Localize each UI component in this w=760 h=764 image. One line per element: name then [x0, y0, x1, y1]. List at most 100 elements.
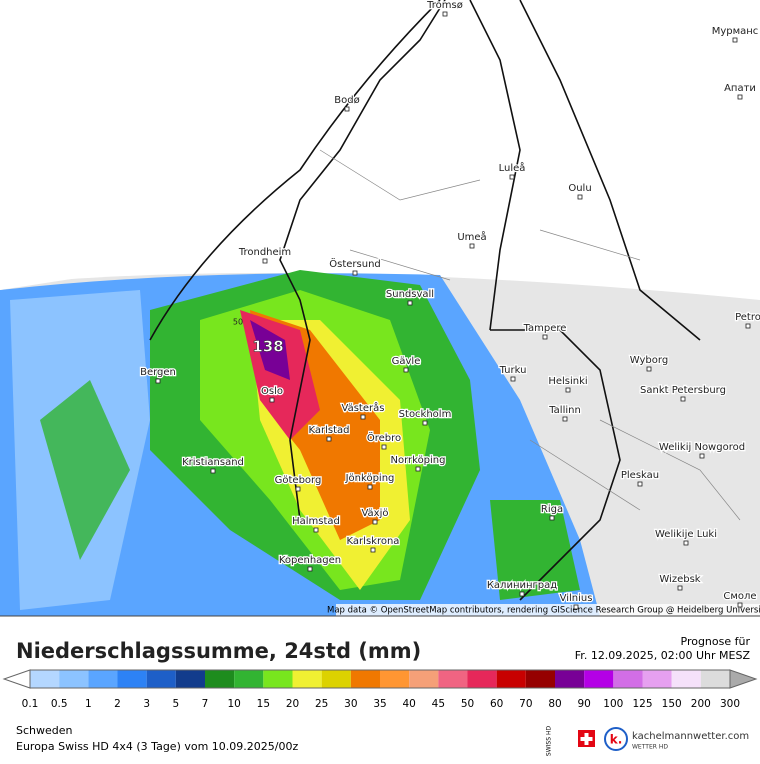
legend-label: 200 [691, 698, 711, 710]
legend-arrow-right [729, 669, 758, 689]
city-marker [677, 585, 683, 591]
city-label: Helsinki [548, 376, 587, 387]
city-marker [381, 444, 387, 450]
legend-label: 30 [344, 698, 357, 710]
legend-swatch [409, 670, 439, 688]
site: kachelmannwetter.com [632, 731, 749, 742]
city-label: Vilnius [560, 593, 593, 604]
legend-swatch [59, 670, 89, 688]
city-label: Gävle [392, 356, 421, 367]
legend-label: 70 [519, 698, 532, 710]
city-marker [367, 484, 373, 490]
city-marker [313, 527, 319, 533]
svg-text:k.: k. [610, 733, 623, 747]
legend-swatch [438, 670, 468, 688]
legend-swatch [205, 670, 235, 688]
city-label: Tallinn [548, 405, 581, 416]
prognose: Prognose für [681, 635, 751, 648]
legend-label: 7 [202, 698, 209, 710]
city-marker [683, 540, 689, 546]
city-marker [680, 396, 686, 402]
city-marker [637, 481, 643, 487]
city-label: Karlskrona [347, 536, 400, 547]
badge: SWISS HD [546, 726, 553, 757]
city-marker [210, 468, 216, 474]
city-marker [509, 174, 515, 180]
city-marker [577, 194, 583, 200]
city-marker [573, 604, 579, 610]
legend-label: 80 [548, 698, 561, 710]
legend-label: 45 [432, 698, 445, 710]
city-label: Oulu [568, 183, 591, 194]
city-marker [372, 519, 378, 525]
legend-label: 10 [227, 698, 240, 710]
legend-label: 3 [143, 698, 150, 710]
city-label: Калининград [487, 580, 557, 591]
city-label: Petro [735, 312, 760, 323]
region: Schweden [16, 724, 73, 737]
city-label: Stockholm [399, 409, 452, 420]
city-label: Tampere [523, 323, 567, 334]
city-marker [269, 397, 275, 403]
city-label: Umeå [457, 230, 486, 243]
legend-swatch [700, 670, 730, 688]
valid-time: Fr. 12.09.2025, 02:00 Uhr MESZ [575, 649, 751, 662]
city-marker [732, 37, 738, 43]
legend-label: 1 [85, 698, 92, 710]
city-label: Bergen [140, 367, 176, 378]
city-label: Wizebsk [659, 574, 700, 585]
city-marker [370, 547, 376, 553]
legend-label: 150 [662, 698, 682, 710]
city-label: Göteborg [275, 475, 322, 486]
max-value: 138 [252, 338, 283, 356]
legend-arrow-left [2, 669, 31, 689]
city-marker [442, 11, 448, 17]
legend-label: 20 [286, 698, 299, 710]
contour-label: 50 [233, 318, 243, 327]
city-marker [646, 366, 652, 372]
legend-swatch [613, 670, 643, 688]
legend-label: 5 [172, 698, 179, 710]
map [0, 0, 760, 616]
city-label: Örebro [367, 431, 401, 444]
city-label: Oslo [261, 386, 283, 397]
legend-swatch [146, 670, 176, 688]
city-marker [565, 387, 571, 393]
city-marker [262, 258, 268, 264]
legend-swatch [671, 670, 701, 688]
legend-label: 25 [315, 698, 328, 710]
city-label: Växjö [361, 508, 388, 519]
city-marker [407, 300, 413, 306]
legend-swatch [30, 670, 60, 688]
city-label: Мурманс [712, 26, 759, 37]
city-marker [360, 414, 366, 420]
legend-swatch [467, 670, 497, 688]
city-marker [562, 416, 568, 422]
legend-label: 15 [257, 698, 270, 710]
legend-swatch [263, 670, 293, 688]
city-marker [469, 243, 475, 249]
legend-swatch [642, 670, 672, 688]
city-label: Riga [541, 504, 563, 515]
legend-swatch [496, 670, 526, 688]
logo [604, 727, 628, 751]
legend-label: 60 [490, 698, 503, 710]
legend-label: 40 [402, 698, 415, 710]
city-label: Pleskau [621, 470, 659, 481]
city-marker [155, 378, 161, 384]
city-label: Luleå [499, 161, 526, 174]
city-label: Sankt Petersburg [640, 385, 726, 396]
city-label: Wyborg [630, 355, 668, 366]
legend-label: 100 [603, 698, 623, 710]
city-marker [415, 466, 421, 472]
city-label: Welikije Luki [655, 529, 717, 540]
title: Niederschlagssumme, 24std (mm) [16, 639, 421, 663]
legend-swatch [117, 670, 147, 688]
legend-label: 0.1 [22, 698, 39, 710]
city-label: Trondheim [238, 247, 291, 258]
legend-swatch [292, 670, 322, 688]
legend-label: 125 [632, 698, 652, 710]
city-label: Östersund [329, 257, 381, 270]
city-marker [422, 420, 428, 426]
